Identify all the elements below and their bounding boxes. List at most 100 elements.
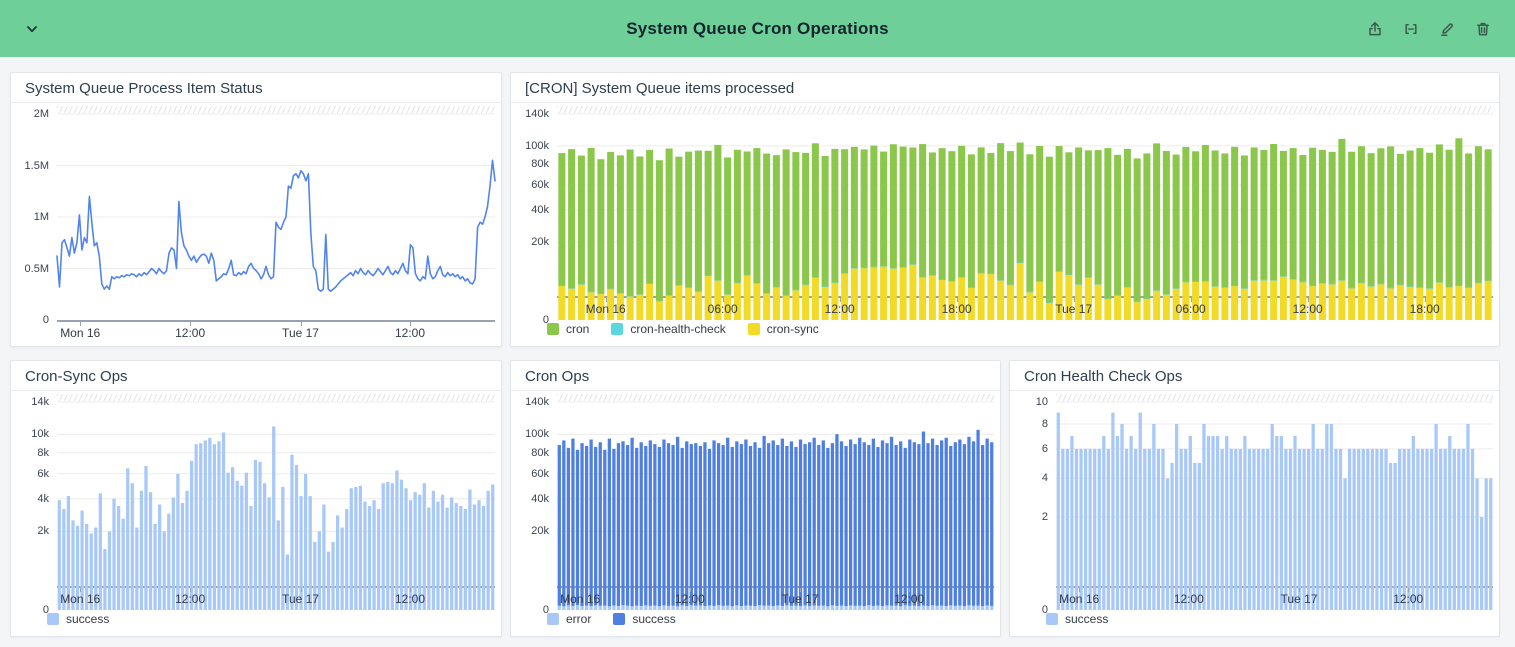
edit-icon <box>1441 22 1453 36</box>
x-tick-label: Mon 16 <box>1059 592 1100 606</box>
y-axis: 10 8 6 4 2 0 <box>1010 394 1056 616</box>
x-tick-label: Tue 17 <box>1055 302 1093 316</box>
legend-label: cron-health-check <box>630 322 726 336</box>
y-tick-label: 10k <box>31 428 49 441</box>
panel-title: Cron Ops <box>525 368 590 385</box>
panel-title: Cron Health Check Ops <box>1024 368 1183 385</box>
y-tick-label: 80k <box>531 446 549 459</box>
cron-ops-plot <box>557 401 994 610</box>
delete-button[interactable] <box>1470 16 1496 42</box>
x-tick-label: Mon 16 <box>60 326 101 340</box>
y-tick-label: 0 <box>42 314 49 326</box>
y-axis: 14k 10k 8k 6k 4k 2k 0 <box>11 394 57 616</box>
x-axis: Mon 16 12:00 Tue 17 12:00 <box>57 588 495 607</box>
y-tick-label: 100k <box>525 428 549 441</box>
y-tick-label: 2M <box>33 108 49 120</box>
x-tick-label: 18:00 <box>941 302 972 316</box>
share-icon <box>1369 21 1381 35</box>
panel-title: Cron-Sync Ops <box>25 368 128 385</box>
legend: success <box>1010 607 1493 631</box>
legend-item-cron-sync[interactable]: cron-sync <box>747 322 819 336</box>
x-tick-label: Mon 16 <box>585 302 626 316</box>
plot-area <box>557 394 994 610</box>
legend-label: success <box>66 612 110 626</box>
x-tick-mark <box>300 588 302 592</box>
y-tick-label: 6k <box>37 467 49 480</box>
x-tick-mark <box>410 588 412 592</box>
panel-health-check-ops: Cron Health Check Ops 10 8 6 4 2 0 Mon 16 12:0… <box>1009 360 1500 637</box>
legend-label: success <box>1065 612 1109 626</box>
panel-cron-ops: Cron Ops 140k 100k 80k 60k 40k 20k 0 Mon 16 12:… <box>510 360 1001 637</box>
panel-process-item-status: System Queue Process Item Status 2M 1.5M 1… <box>10 72 502 347</box>
panel-title: [CRON] System Queue items processed <box>525 80 795 97</box>
y-tick-label: 0 <box>542 314 549 326</box>
legend-swatch <box>613 613 626 625</box>
health-check-ops-plot <box>1056 401 1493 610</box>
panel-items-processed: [CRON] System Queue items processed 140k… <box>510 72 1500 347</box>
x-tick-mark <box>605 298 607 302</box>
x-tick-label: 12:00 <box>1393 592 1424 606</box>
share-button[interactable] <box>1362 16 1388 42</box>
x-tick-label: 12:00 <box>1292 302 1323 316</box>
y-tick-label: 140k <box>525 108 549 120</box>
x-tick-mark <box>799 588 801 592</box>
y-tick-label: 8 <box>1041 417 1048 430</box>
y-tick-label: 2 <box>1041 510 1048 523</box>
x-tick-label: Mon 16 <box>560 592 601 606</box>
y-tick-label: 80k <box>531 158 549 171</box>
trash-icon <box>1477 22 1489 35</box>
y-tick-label: 0.5M <box>24 262 49 275</box>
x-tick-label: 12:00 <box>1173 592 1204 606</box>
legend-swatch <box>1046 613 1058 625</box>
domain-top-hatch <box>57 394 495 401</box>
cron-sync-ops-plot <box>57 401 495 610</box>
legend-label: cron-sync <box>766 322 819 336</box>
y-axis: 140k 100k 80k 60k 40k 20k 0 <box>511 394 557 616</box>
legend-item-success[interactable]: success <box>1046 612 1108 626</box>
legend-item-cron-health-check[interactable]: cron-health-check <box>611 322 726 336</box>
y-tick-label: 60k <box>531 467 549 480</box>
plot-area <box>56 106 496 322</box>
y-tick-label: 0 <box>42 604 49 616</box>
y-tick-label: 40k <box>531 203 549 216</box>
x-tick-label: 12:00 <box>175 326 206 340</box>
legend-swatch <box>47 613 59 625</box>
x-tick-label: Tue 17 <box>1280 592 1318 606</box>
duplicate-button[interactable] <box>1398 16 1424 42</box>
legend-item-success[interactable]: success <box>613 612 676 626</box>
x-tick-label: 12:00 <box>175 592 206 606</box>
domain-top-hatch <box>57 106 495 113</box>
y-tick-label: 2k <box>37 525 49 538</box>
x-axis: Mon 16 12:00 Tue 17 12:00 <box>557 588 994 607</box>
dashboard-title: System Queue Cron Operations <box>626 18 889 38</box>
x-tick-label: Mon 16 <box>60 592 101 606</box>
y-tick-label: 6 <box>1041 442 1048 455</box>
legend-item-cron[interactable]: cron <box>547 322 589 336</box>
panel-cron-sync-ops: Cron-Sync Ops 14k 10k 8k 6k 4k 2k 0 Mon 16 12:0… <box>10 360 502 637</box>
y-axis: 2M 1.5M 1M 0.5M 0 <box>11 106 57 326</box>
x-tick-label: Tue 17 <box>282 326 319 340</box>
x-tick-mark <box>839 298 841 302</box>
legend-label: error <box>566 612 592 626</box>
y-tick-label: 20k <box>531 236 549 249</box>
x-tick-mark <box>1408 588 1410 592</box>
x-tick-mark <box>300 322 302 326</box>
x-tick-mark <box>80 588 82 592</box>
collapse-button[interactable] <box>19 16 45 42</box>
y-tick-label: 1M <box>33 211 49 223</box>
legend-item-error[interactable]: error <box>547 612 591 626</box>
legend-swatch <box>611 323 624 335</box>
x-tick-label: 06:00 <box>1175 302 1206 316</box>
plot-area <box>1056 394 1493 610</box>
edit-button[interactable] <box>1434 16 1460 42</box>
dashboard-header: System Queue Cron Operations <box>0 0 1515 57</box>
x-tick-label: 12:00 <box>395 326 426 340</box>
x-tick-mark <box>1190 298 1192 302</box>
x-tick-mark <box>956 298 958 302</box>
legend: success <box>11 607 495 631</box>
x-tick-mark <box>1073 298 1075 302</box>
x-tick-mark <box>1079 588 1081 592</box>
x-tick-label: 12:00 <box>674 592 705 606</box>
legend-item-success[interactable]: success <box>47 612 109 626</box>
